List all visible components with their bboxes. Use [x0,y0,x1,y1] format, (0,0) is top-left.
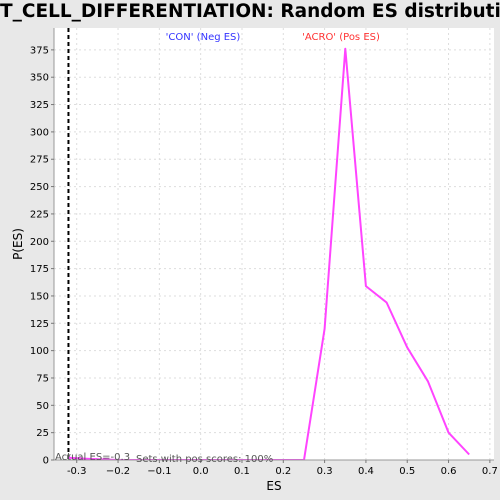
plot-area [54,28,494,460]
x-tick-label: -0.3 [67,466,87,477]
data-layer [67,28,470,460]
y-tick-label: 200 [30,237,49,248]
x-tick-label: 0.2 [275,466,291,477]
y-tick-label: 175 [30,264,49,275]
chart-title: T_CELL_DIFFERENTIATION: Random ES distri… [0,1,500,22]
neg-es-annotation: 'CON' (Neg ES) [166,32,241,43]
x-tick-label: 0.1 [234,466,250,477]
y-tick-label: 300 [30,127,49,138]
x-tick-label: 0.6 [441,466,457,477]
x-tick-label: 0.0 [193,466,209,477]
y-tick-label: 275 [30,155,49,166]
y-tick-label: 225 [30,209,49,220]
labels: ES P(ES) 'CON' (Neg ES) 'ACRO' (Pos ES) … [11,32,380,493]
y-tick-label: 375 [30,45,49,56]
x-tick-label: 0.3 [317,466,333,477]
pos-es-annotation: 'ACRO' (Pos ES) [302,32,380,43]
x-tick-label: −0.2 [106,466,130,477]
pos-scores-annotation: Sets with pos scores: 100% [136,454,273,465]
axes: 0 25 50 75 100 125 150 175 200 225 250 275 300 325 350… [30,28,498,477]
y-tick-label: 250 [30,182,49,193]
y-tick-label: 100 [30,346,49,357]
y-tick-label: 150 [30,291,49,302]
x-tick-label: 0.4 [358,466,374,477]
y-tick-label: 25 [36,428,49,439]
y-tick-label: 125 [30,319,49,330]
x-tick-label: 0.7 [482,466,498,477]
x-axis-label: ES [266,479,281,493]
y-tick-label: 50 [36,401,49,412]
y-tick-label: 325 [30,100,49,111]
grid [54,28,494,461]
y-tick-label: 350 [30,73,49,84]
x-tick-label: 0.5 [399,466,415,477]
y-tick-label: 75 [36,373,49,384]
y-axis-label: P(ES) [11,228,25,260]
y-tick-label: 0 [43,456,49,467]
actual-es-annotation: Actual ES=-0.3 [55,452,130,463]
series-line [68,47,470,460]
x-tick-label: −0.1 [147,466,171,477]
